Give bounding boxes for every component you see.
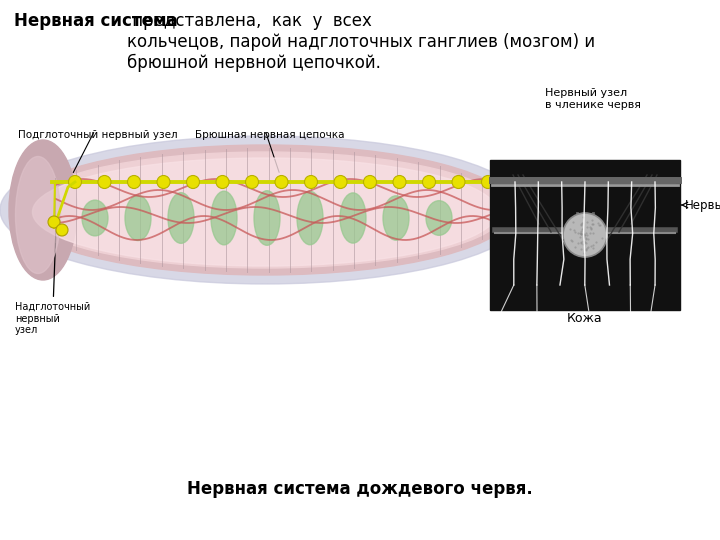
Circle shape [275,176,288,188]
Circle shape [423,176,436,188]
Text: Брюшная нервная цепочка: Брюшная нервная цепочка [195,130,344,140]
Circle shape [216,176,229,188]
Circle shape [157,176,170,188]
Ellipse shape [9,140,77,280]
Ellipse shape [383,196,409,240]
Ellipse shape [15,145,515,275]
Circle shape [393,176,406,188]
Text: Нервный узел
в членике червя: Нервный узел в членике червя [545,88,641,110]
Ellipse shape [24,152,506,268]
Text: представлена,  как  у  всех
кольчецов, парой надглоточных ганглиев (мозгом) и
бр: представлена, как у всех кольчецов, паро… [127,12,595,72]
Ellipse shape [254,191,280,245]
FancyBboxPatch shape [490,170,680,250]
Ellipse shape [211,191,237,245]
Ellipse shape [82,200,108,236]
Circle shape [98,176,111,188]
Circle shape [482,176,495,188]
Ellipse shape [125,195,151,240]
Circle shape [452,176,465,188]
Ellipse shape [426,201,452,235]
Ellipse shape [32,158,498,266]
FancyBboxPatch shape [490,160,680,310]
Circle shape [56,224,68,236]
Circle shape [511,176,524,188]
Text: Кожа: Кожа [567,312,603,325]
Ellipse shape [168,193,194,244]
Text: Нервная система дождевого червя.: Нервная система дождевого червя. [187,480,533,498]
Ellipse shape [16,157,60,273]
Circle shape [246,176,258,188]
Ellipse shape [0,136,530,284]
Text: Подглоточный нервный узел: Подглоточный нервный узел [18,130,178,140]
Ellipse shape [297,191,323,245]
Text: Надглоточный
нервный
узел: Надглоточный нервный узел [15,231,90,335]
Text: Нервная система: Нервная система [14,12,178,30]
Circle shape [305,176,318,188]
Circle shape [563,213,607,257]
Circle shape [127,176,140,188]
Circle shape [48,216,60,228]
Circle shape [334,176,347,188]
Circle shape [364,176,377,188]
Ellipse shape [340,193,366,243]
Circle shape [68,176,81,188]
Circle shape [186,176,199,188]
Text: Нервы: Нервы [685,199,720,212]
